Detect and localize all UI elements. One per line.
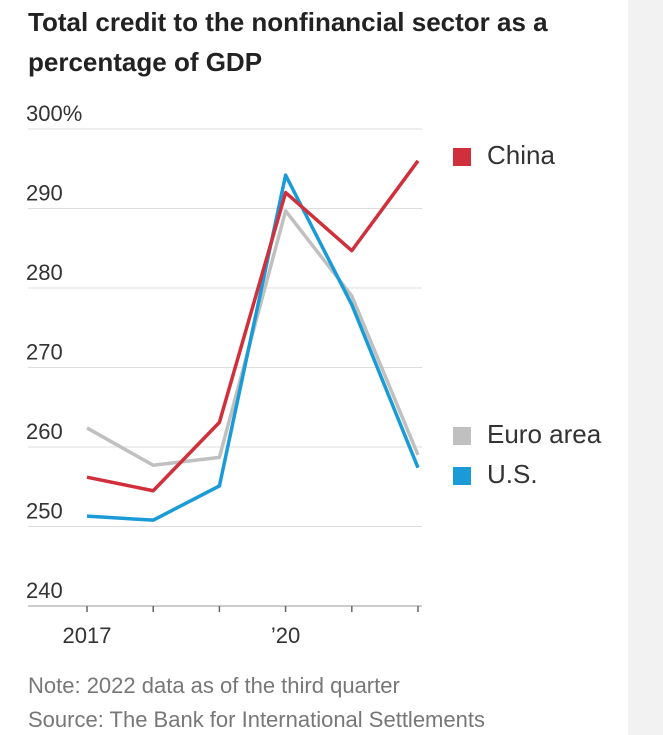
y-tick-label: 250 [26, 498, 63, 523]
legend-label: Euro area [487, 419, 602, 449]
line-series [86, 173, 420, 522]
y-tick-label: 240 [26, 578, 63, 603]
legend-swatch [453, 148, 471, 166]
legend-label: U.S. [487, 459, 538, 489]
x-tick-label: ’20 [271, 623, 300, 648]
y-tick-label: 270 [26, 339, 63, 364]
source: Source: The Bank for International Settl… [28, 707, 485, 732]
y-tick-label: 260 [26, 419, 63, 444]
x-tick-label: 2017 [63, 623, 112, 648]
legend-swatch [453, 467, 471, 485]
chart: Note: 2022 data as of the third quarter … [26, 101, 602, 732]
y-tick-label: 300% [26, 101, 82, 126]
legend-label: China [487, 140, 555, 170]
note: Note: 2022 data as of the third quarter [28, 673, 400, 698]
y-tick-label: 290 [26, 180, 63, 205]
y-tick-label: 280 [26, 260, 63, 285]
chart-title: Total credit to the nonfinancial sector … [28, 7, 548, 77]
line-series [86, 159, 420, 493]
side-strip [628, 0, 663, 735]
legend-swatch [453, 427, 471, 445]
